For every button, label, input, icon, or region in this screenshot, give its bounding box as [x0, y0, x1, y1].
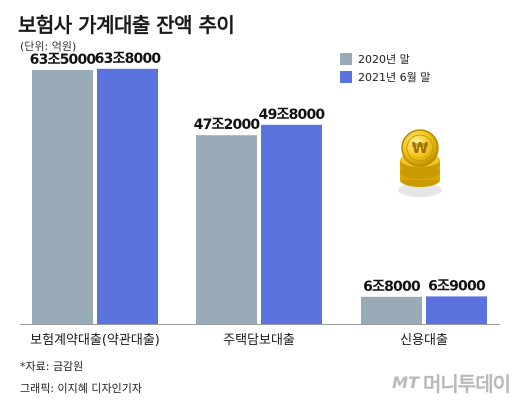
category-label-0: 보험계약대출(약관대출) — [30, 333, 160, 348]
brand-logo: MT 머니투데이 — [392, 368, 511, 397]
data-label-2020-0: 63조5000 — [30, 52, 97, 68]
bar-2021-2 — [426, 296, 487, 324]
bar-2020-2 — [361, 296, 422, 324]
data-label-2021-0: 63조8000 — [95, 51, 162, 67]
chart-legend: 2020년 말 2021년 6월 말 — [340, 50, 430, 86]
data-label-2020-2: 6조8000 — [363, 279, 421, 295]
svg-text:₩: ₩ — [412, 139, 429, 157]
legend-item-2021: 2021년 6월 말 — [340, 68, 430, 86]
legend-label-2020: 2020년 말 — [358, 53, 410, 66]
legend-swatch-2020 — [340, 53, 352, 65]
unit-label: (단위: 억원) — [20, 40, 77, 53]
category-label-2: 신용대출 — [400, 333, 448, 348]
data-label-2021-2: 6조9000 — [428, 278, 486, 294]
bar-2020-0 — [32, 70, 93, 324]
coin-shadow — [398, 183, 442, 197]
brand-name: 머니투데이 — [423, 372, 511, 396]
legend-label-2021: 2021년 6월 말 — [358, 71, 431, 84]
coin-front-icon: ₩ — [401, 129, 439, 167]
source-note: *자료: 금감원 — [20, 360, 84, 373]
category-label-1: 주택담보대출 — [223, 333, 295, 348]
legend-item-2020: 2020년 말 — [340, 50, 430, 68]
coin-stack-illustration: ₩ — [398, 129, 442, 197]
bar-2021-1 — [261, 124, 322, 324]
chart-title: 보험사 가계대출 잔액 추이 — [18, 13, 235, 37]
graphic-credit: 그래픽: 이지혜 디자인기자 — [20, 382, 143, 395]
legend-swatch-2021 — [340, 71, 352, 83]
bar-2020-1 — [196, 135, 257, 324]
brand-mt-logo: MT — [392, 373, 419, 392]
data-label-2020-1: 47조2000 — [194, 117, 261, 133]
data-label-2021-1: 49조8000 — [259, 107, 326, 123]
bar-2021-0 — [97, 68, 158, 324]
